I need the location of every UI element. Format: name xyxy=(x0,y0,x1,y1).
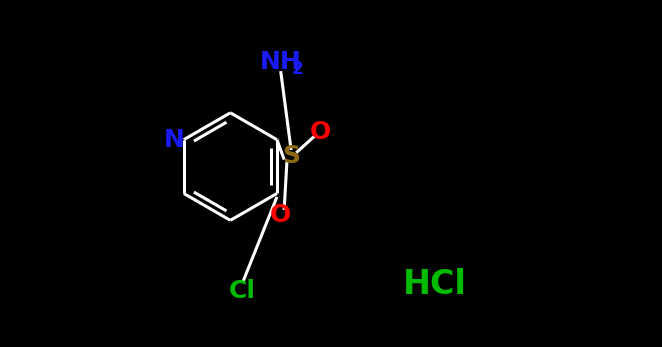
Text: NH: NH xyxy=(260,50,302,75)
Text: HCl: HCl xyxy=(403,268,467,301)
Text: 2: 2 xyxy=(291,60,303,78)
Text: O: O xyxy=(270,203,291,227)
Text: S: S xyxy=(282,144,300,168)
Text: O: O xyxy=(310,120,331,144)
Text: N: N xyxy=(164,128,185,152)
Text: Cl: Cl xyxy=(229,279,256,304)
